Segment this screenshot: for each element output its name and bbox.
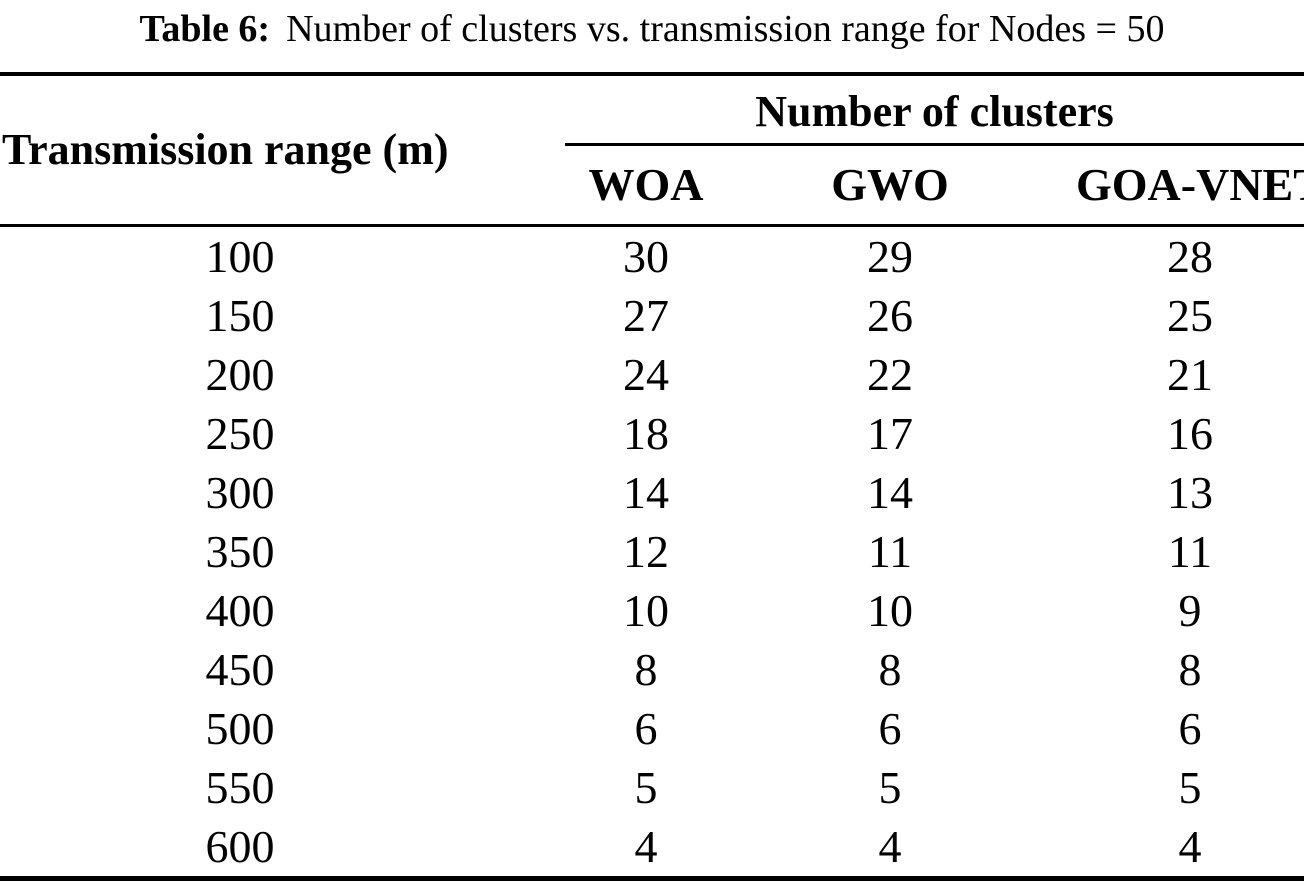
cell-gwo: 5	[878, 761, 902, 813]
cell-transmission-range: 450	[205, 643, 275, 695]
cell-goa-vnet: 16	[1167, 407, 1214, 459]
cell-goa-vnet: 13	[1167, 466, 1214, 518]
cell-transmission-range: 100	[205, 230, 275, 282]
group-header-number-of-clusters: Number of clusters	[565, 86, 1304, 146]
table-body: 100 30 29 28 150 27 26 25 200 24 22 21 2…	[0, 225, 1304, 878]
cell-woa: 27	[623, 289, 669, 341]
cell-woa: 30	[623, 230, 669, 282]
cell-woa: 24	[623, 348, 669, 400]
clusters-table: Transmission range (m) Number of cluster…	[0, 72, 1304, 881]
table-row: 500 6 6 6	[0, 699, 1304, 758]
cell-goa-vnet: 11	[1167, 525, 1213, 577]
cell-transmission-range: 550	[205, 761, 275, 813]
cell-transmission-range: 300	[205, 466, 275, 518]
cell-transmission-range: 350	[205, 525, 275, 577]
table-row: 250 18 17 16	[0, 404, 1304, 463]
cell-goa-vnet: 25	[1167, 289, 1214, 341]
cell-goa-vnet: 8	[1178, 643, 1202, 695]
cell-goa-vnet: 28	[1167, 230, 1214, 282]
table-row: 600 4 4 4	[0, 817, 1304, 879]
table-row: 350 12 11 11	[0, 522, 1304, 581]
table-row: 450 8 8 8	[0, 640, 1304, 699]
cell-woa: 12	[623, 525, 669, 577]
table-row: 100 30 29 28	[0, 225, 1304, 286]
cell-woa: 18	[623, 407, 669, 459]
cell-gwo: 10	[867, 584, 913, 636]
table-caption: Table 6: Number of clusters vs. transmiss…	[0, 0, 1304, 72]
cell-gwo: 22	[867, 348, 913, 400]
caption-label: Table 6:	[139, 8, 271, 50]
cell-gwo: 6	[878, 702, 902, 754]
cell-gwo: 8	[878, 643, 902, 695]
cell-gwo: 17	[867, 407, 913, 459]
cell-transmission-range: 500	[205, 702, 275, 754]
cell-transmission-range: 200	[205, 348, 275, 400]
cell-gwo: 29	[867, 230, 913, 282]
cell-woa: 4	[634, 820, 658, 872]
table-header: Transmission range (m) Number of cluster…	[0, 74, 1304, 227]
cell-woa: 14	[623, 466, 669, 518]
header-row-group: Transmission range (m) Number of cluster…	[0, 74, 1304, 227]
table-row: 200 24 22 21	[0, 345, 1304, 404]
table-row: 150 27 26 25	[0, 286, 1304, 345]
cell-transmission-range: 150	[205, 289, 275, 341]
cell-transmission-range: 250	[205, 407, 275, 459]
table-row: 300 14 14 13	[0, 463, 1304, 522]
cell-goa-vnet: 6	[1178, 702, 1202, 754]
header-row-algorithms: WOA GWO GOA-VNET	[0, 146, 1304, 227]
cell-gwo: 26	[867, 289, 913, 341]
cell-gwo: 14	[867, 466, 913, 518]
col-header-transmission-range: Transmission range (m)	[0, 74, 480, 227]
cell-goa-vnet: 5	[1178, 761, 1202, 813]
caption-text: Number of clusters vs. transmission rang…	[286, 8, 1165, 50]
table-row: 400 10 10 9	[0, 581, 1304, 640]
cell-transmission-range: 400	[205, 584, 275, 636]
cell-goa-vnet: 9	[1178, 584, 1202, 636]
cell-goa-vnet: 21	[1167, 348, 1214, 400]
cell-goa-vnet: 4	[1178, 820, 1202, 872]
cell-woa: 8	[634, 643, 658, 695]
sub-header-gwo: GWO	[812, 146, 968, 227]
cell-gwo: 4	[878, 820, 902, 872]
cell-transmission-range: 600	[205, 820, 275, 872]
table-row: 550 5 5 5	[0, 758, 1304, 817]
cell-gwo: 11	[867, 525, 913, 577]
sub-header-woa: WOA	[480, 146, 812, 227]
cell-woa: 10	[623, 584, 669, 636]
group-header-cell: Number of clusters	[480, 74, 1304, 146]
cell-woa: 6	[634, 702, 658, 754]
cell-woa: 5	[634, 761, 658, 813]
sub-header-goa-vnet: GOA-VNET	[968, 146, 1304, 227]
